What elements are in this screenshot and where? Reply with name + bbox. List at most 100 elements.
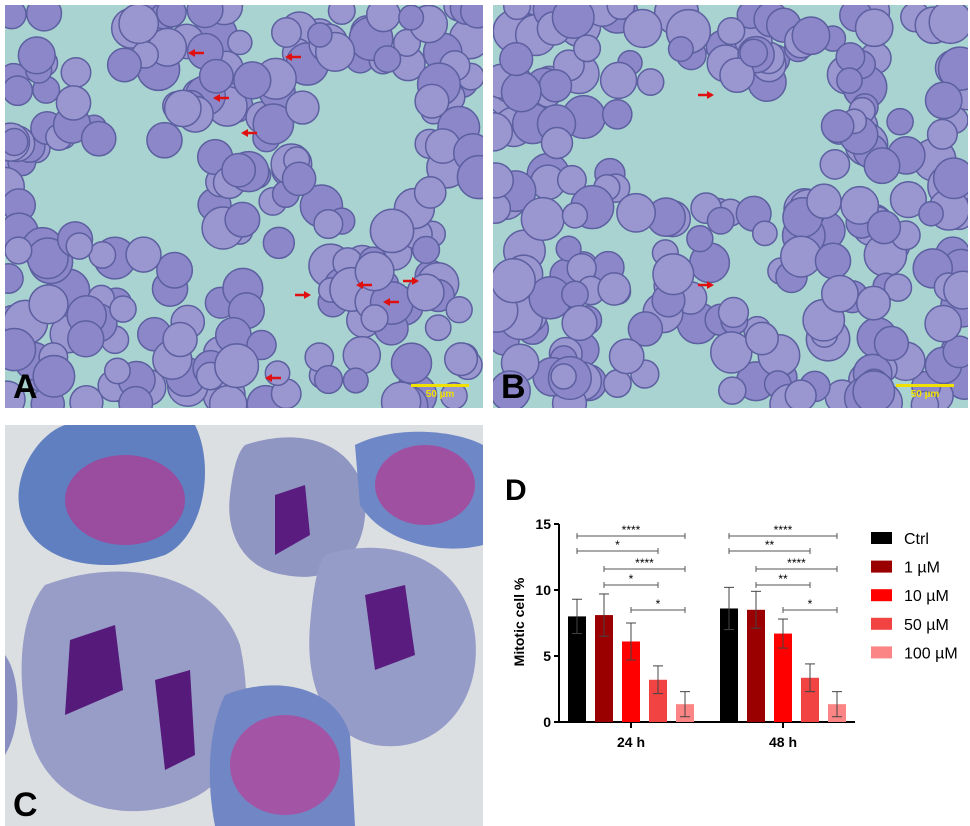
cell: [413, 176, 447, 209]
significance-bracket: [782, 607, 838, 613]
cell: [751, 220, 778, 247]
cell: [926, 118, 958, 150]
y-tick-label: 10: [535, 582, 551, 598]
cell: [493, 257, 536, 304]
cell: [820, 274, 859, 313]
cell: [373, 45, 402, 74]
red-arrow-icon: [285, 53, 301, 61]
panel-label: B: [501, 368, 526, 406]
cell: [493, 112, 514, 152]
micrograph-panel-b: 50 µm B: [493, 5, 968, 408]
significance-bracket: [576, 548, 659, 554]
cell: [820, 109, 855, 144]
cell: [80, 120, 117, 157]
cell: [493, 370, 531, 408]
cell: [493, 162, 514, 199]
cell: [573, 34, 602, 63]
cell: [459, 5, 483, 29]
panel-label: C: [13, 786, 38, 824]
cell: [502, 5, 532, 21]
cell: [118, 385, 154, 408]
cells-image: [5, 5, 483, 408]
significance-bracket: [603, 566, 686, 572]
cell: [863, 147, 901, 185]
error-bar: [680, 691, 690, 718]
significance-bracket: [728, 548, 811, 554]
cell: [227, 29, 253, 56]
significance-label: **: [765, 538, 775, 552]
error-bar: [832, 691, 842, 718]
legend-swatch: [871, 532, 892, 544]
y-tick-label: 0: [543, 714, 551, 730]
cell: [162, 321, 198, 358]
cell: [5, 263, 24, 295]
cell: [398, 5, 425, 31]
cell: [942, 335, 968, 369]
legend-label: 10 µM: [904, 588, 949, 605]
cell: [252, 103, 295, 145]
legend-label: 1 µM: [904, 560, 940, 577]
legend-swatch: [871, 646, 892, 659]
cell: [262, 226, 296, 260]
cell: [443, 342, 479, 377]
cell: [221, 152, 257, 188]
legend-swatch: [871, 617, 892, 630]
scale-bar-label: 50 µm: [425, 389, 455, 400]
cell: [883, 273, 913, 302]
cell: [307, 22, 333, 48]
bar: [774, 633, 792, 722]
error-bar: [653, 665, 663, 695]
y-axis-label: Mitotic cell %: [511, 577, 527, 666]
cell: [156, 5, 187, 28]
error-bar: [724, 586, 734, 631]
cell: [719, 57, 755, 94]
cell: [5, 5, 27, 30]
cell: [360, 304, 389, 333]
scale-bar: 50 µm: [411, 384, 469, 400]
cell: [608, 338, 645, 375]
mitotic-cells-closeup: [5, 425, 483, 826]
cell: [17, 36, 56, 75]
cell: [840, 185, 880, 225]
cell: [5, 127, 29, 157]
red-arrow-icon: [403, 277, 419, 285]
cell: [937, 46, 968, 92]
x-tick-label: 24 h: [617, 734, 645, 750]
cell: [852, 370, 896, 408]
cell: [163, 89, 202, 128]
red-arrow-icon: [356, 281, 372, 289]
cell: [445, 296, 473, 324]
significance-bracket: [755, 582, 811, 588]
error-bar: [805, 663, 815, 693]
legend-label: 100 µM: [904, 645, 958, 662]
cell: [706, 206, 735, 235]
cell: [717, 16, 746, 46]
cell: [652, 253, 695, 296]
cell: [67, 320, 105, 358]
cell: [369, 208, 415, 254]
cell: [411, 235, 441, 265]
cell: [270, 16, 302, 48]
cells-image: [493, 5, 968, 408]
cell: [943, 270, 968, 310]
cell: [686, 224, 714, 253]
significance-bracket: [728, 533, 838, 539]
cell: [380, 381, 422, 408]
cell: [540, 126, 574, 160]
cell: [551, 5, 595, 39]
error-bar: [751, 590, 761, 629]
micrograph-panel-c: C: [5, 425, 483, 826]
cell: [597, 272, 632, 306]
cell: [285, 90, 320, 125]
cell: [866, 210, 902, 245]
significance-label: *: [656, 597, 661, 611]
cell: [745, 321, 779, 356]
cell: [456, 154, 483, 200]
cell: [819, 149, 851, 180]
significance-label: *: [629, 572, 634, 586]
cell: [918, 200, 944, 227]
cell: [5, 380, 26, 408]
cell: [69, 385, 104, 408]
cell: [718, 376, 747, 405]
bar: [747, 609, 765, 722]
